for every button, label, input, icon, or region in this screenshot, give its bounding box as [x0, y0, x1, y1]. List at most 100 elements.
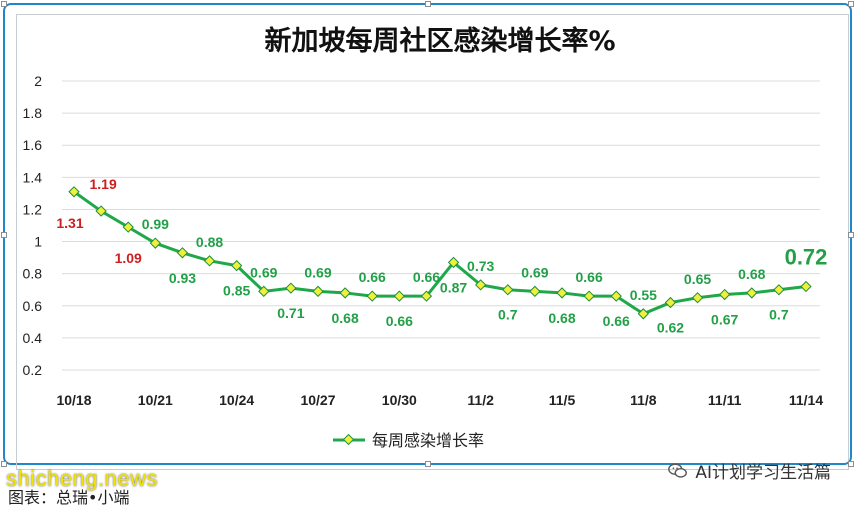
x-tick-label: 10/18 — [56, 392, 91, 408]
data-label: 0.62 — [657, 320, 684, 336]
data-label: 0.68 — [738, 266, 765, 282]
data-label: 0.69 — [304, 264, 331, 280]
series-polyline — [73, 190, 807, 316]
resize-handle-bottom-left[interactable] — [1, 461, 7, 467]
y-tick-label: 1 — [34, 234, 42, 250]
data-label: 0.99 — [142, 216, 169, 232]
legend-label: 每周感染增长率 — [372, 431, 484, 450]
data-point-marker — [95, 205, 107, 217]
data-label: 0.68 — [548, 310, 575, 326]
data-point-marker — [773, 284, 785, 296]
chart-caption: 图表：总瑞•小端 — [8, 488, 130, 507]
data-point-marker — [556, 287, 568, 299]
x-tick-label: 10/24 — [219, 392, 254, 408]
x-tick-label: 11/5 — [549, 392, 576, 408]
y-tick-label: 2 — [34, 73, 42, 89]
y-tick-label: 0.6 — [23, 298, 43, 314]
data-label: 1.09 — [115, 250, 142, 266]
x-tick-label: 11/8 — [630, 392, 657, 408]
data-point-marker — [258, 285, 270, 297]
data-point-marker — [231, 259, 243, 272]
y-axis-ticks: 0.2 0.4 0.6 0.8 1 1.2 1.4 1.6 1.8 2 — [23, 73, 43, 378]
data-point-marker — [68, 186, 80, 198]
chart-title: 新加坡每周社区感染增长率% — [264, 25, 615, 57]
data-point-marker — [149, 237, 161, 249]
site-watermark: shicheng.news — [6, 466, 159, 491]
data-label: 0.93 — [169, 270, 196, 286]
x-tick-label: 11/2 — [467, 392, 494, 408]
legend: 每周感染增长率 — [333, 431, 484, 450]
data-point-marker — [610, 290, 622, 302]
y-tick-label: 1.2 — [23, 201, 43, 217]
x-tick-label: 10/27 — [300, 392, 335, 408]
y-tick-label: 1.8 — [23, 105, 43, 121]
data-point-marker — [393, 290, 405, 302]
resize-handle-bottom[interactable] — [425, 461, 431, 467]
data-point-marker — [420, 290, 433, 302]
resize-handle-right[interactable] — [848, 232, 854, 238]
data-label: 0.65 — [684, 271, 711, 287]
x-tick-label: 11/14 — [789, 392, 823, 408]
x-axis-ticks: 10/18 10/21 10/24 10/27 10/30 11/2 11/5 11/8 11/… — [56, 392, 823, 408]
y-tick-label: 0.8 — [23, 266, 43, 282]
x-tick-label: 10/21 — [138, 392, 173, 408]
data-point-marker — [285, 282, 297, 294]
data-point-marker — [719, 288, 731, 301]
brand-name: AI计划学习生活篇 — [695, 463, 831, 483]
data-label: 0.66 — [359, 269, 386, 285]
data-label: 1.19 — [89, 176, 116, 192]
data-label: 0.7 — [498, 307, 518, 323]
brand-footer: AI计划学习生活篇 — [667, 458, 831, 483]
data-point-marker — [529, 285, 541, 297]
data-label: 0.55 — [630, 287, 657, 303]
data-point-marker — [583, 290, 595, 302]
resize-handle-top-right[interactable] — [848, 1, 854, 7]
line-chart: 新加坡每周社区感染增长率% 0.2 0.4 0.6 0.8 1 1.2 1.4 1.6 1.8 2… — [23, 25, 828, 450]
y-tick-label: 0.4 — [23, 330, 43, 346]
resize-handle-top-left[interactable] — [1, 1, 7, 7]
data-point-marker — [203, 255, 216, 267]
data-label: 0.69 — [250, 264, 277, 280]
data-label: 0.67 — [711, 312, 738, 328]
data-point-marker — [122, 221, 134, 233]
data-label: 0.72 — [785, 245, 828, 270]
data-label: 0.66 — [413, 269, 440, 285]
x-tick-label: 11/11 — [708, 392, 742, 408]
data-label: 0.69 — [521, 264, 548, 280]
data-label: 0.71 — [277, 305, 304, 321]
series-line — [68, 186, 812, 320]
resize-handle-top[interactable] — [425, 1, 431, 7]
data-point-marker — [366, 290, 378, 302]
data-label: 0.88 — [196, 234, 223, 250]
resize-handle-left[interactable] — [1, 232, 7, 238]
data-point-marker — [691, 292, 704, 304]
chart-frame — [3, 3, 852, 470]
data-point-marker — [312, 285, 324, 297]
data-label: 0.66 — [603, 313, 630, 329]
data-label: 1.31 — [56, 215, 83, 231]
data-label: 0.73 — [467, 258, 494, 274]
data-label: 0.66 — [386, 313, 413, 329]
data-point-marker — [339, 287, 351, 299]
data-point-marker — [746, 287, 758, 299]
data-label: 0.7 — [769, 307, 789, 323]
data-labels: 1.311.191.090.990.930.880.850.690.710.69… — [56, 176, 827, 336]
x-tick-label: 10/30 — [382, 392, 417, 408]
data-point-marker — [800, 280, 812, 293]
data-point-marker — [637, 308, 649, 320]
y-tick-label: 0.2 — [23, 362, 43, 378]
data-label: 0.85 — [223, 283, 250, 299]
data-label: 0.68 — [331, 310, 358, 326]
data-point-marker — [176, 247, 189, 259]
data-point-marker — [447, 256, 460, 269]
data-label: 0.66 — [575, 269, 602, 285]
y-tick-label: 1.4 — [23, 169, 43, 185]
data-point-marker — [475, 279, 487, 291]
data-point-marker — [664, 296, 677, 309]
legend-marker-swatch — [342, 433, 355, 446]
chart-inner-border — [16, 14, 849, 470]
y-tick-label: 1.6 — [23, 137, 43, 153]
grid-lines — [62, 80, 820, 371]
wechat-icon — [668, 462, 688, 478]
resize-handle-bottom-right[interactable] — [848, 461, 854, 467]
